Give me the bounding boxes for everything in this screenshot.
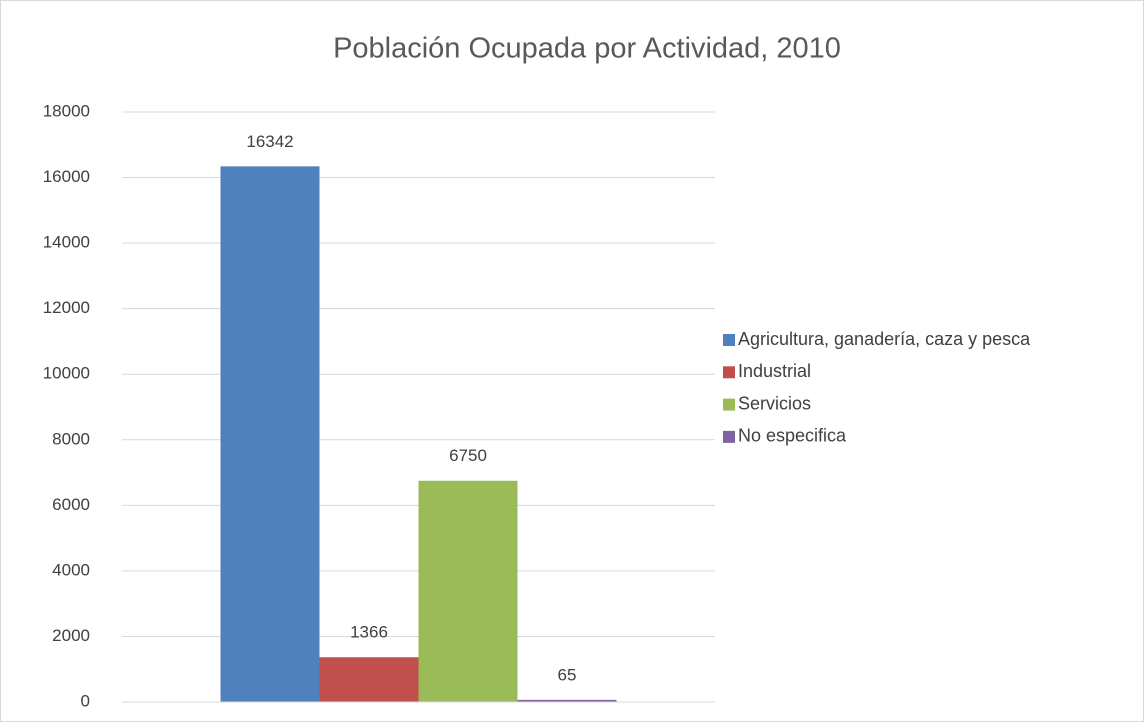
legend-swatch xyxy=(723,334,735,346)
y-tick-label: 4000 xyxy=(52,560,90,579)
legend-label: Servicios xyxy=(738,393,811,413)
y-tick-label: 12000 xyxy=(43,298,90,317)
y-tick-label: 10000 xyxy=(43,364,90,383)
legend-label: Industrial xyxy=(738,361,811,381)
data-label: 1366 xyxy=(350,623,388,642)
y-tick-label: 18000 xyxy=(43,101,90,120)
y-tick-label: 16000 xyxy=(43,167,90,186)
legend-swatch xyxy=(723,430,735,443)
bar xyxy=(319,657,419,702)
y-tick-label: 14000 xyxy=(43,233,90,252)
legend-swatch xyxy=(723,366,735,379)
data-label: 16342 xyxy=(246,132,293,151)
bar xyxy=(418,480,518,702)
y-tick-label: 6000 xyxy=(52,495,90,514)
legend-swatch xyxy=(723,398,735,411)
y-tick-label: 0 xyxy=(81,691,90,710)
bar xyxy=(220,166,320,702)
bar xyxy=(517,699,617,702)
chart-title: Población Ocupada por Actividad, 2010 xyxy=(333,33,841,65)
data-label: 6750 xyxy=(449,446,487,465)
data-label: 65 xyxy=(558,665,577,684)
legend-label: Agricultura, ganadería, caza y pesca xyxy=(738,329,1031,349)
y-tick-label: 2000 xyxy=(52,626,90,645)
legend-label: No especifica xyxy=(738,426,847,446)
y-tick-label: 8000 xyxy=(52,429,90,448)
